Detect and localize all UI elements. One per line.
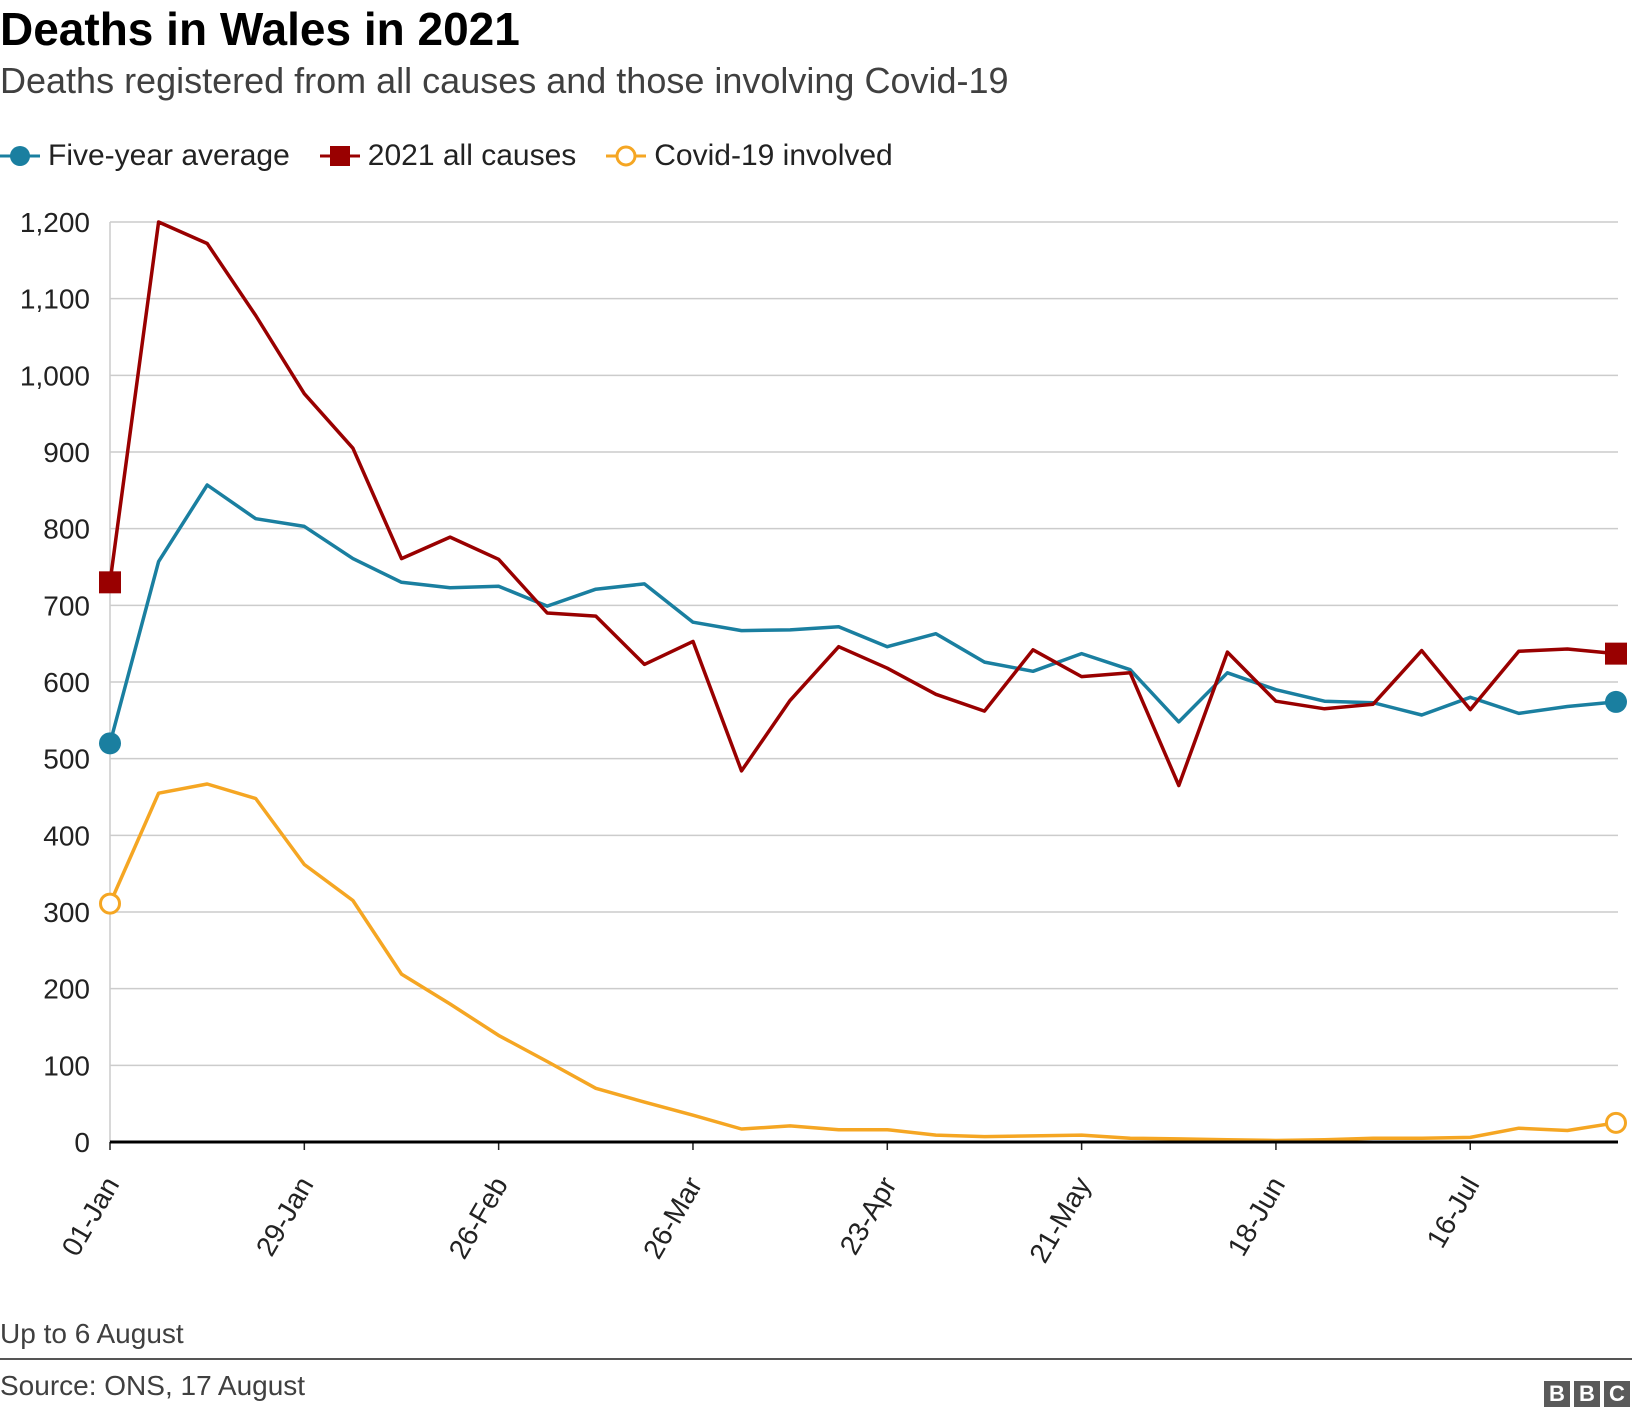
y-tick-label: 100 (43, 1050, 90, 1081)
y-tick-label: 300 (43, 897, 90, 928)
series-line-2 (108, 782, 1618, 1143)
series-marker-2 (99, 892, 121, 915)
bbc-logo: B B C (1544, 1381, 1630, 1407)
source-text: Source: ONS, 17 August (0, 1370, 306, 1401)
y-tick-label: 1,100 (20, 284, 90, 315)
legend: Five-year average 2021 all causes Covid-… (0, 136, 923, 176)
line-chart: 0 100 200 300 400 500 600 700 800 900 1,000 1,100 1,… (20, 207, 1627, 1268)
y-tick-label: 700 (43, 590, 90, 621)
legend-marker-circle-open (606, 145, 647, 167)
chart-title: Deaths in Wales in 2021 (0, 3, 520, 55)
x-tick-label: 26-Mar (637, 1172, 708, 1264)
y-tick-label: 500 (43, 744, 90, 775)
series-line-1 (108, 220, 1618, 788)
x-tick-label: 18-Jun (1221, 1172, 1291, 1262)
chart-subtitle: Deaths registered from all causes and th… (0, 60, 1009, 101)
bbc-logo-letter: B (1544, 1381, 1570, 1407)
bbc-logo-letter: B (1574, 1381, 1600, 1407)
y-tick-label: 900 (43, 437, 90, 468)
x-tick-label: 21-May (1023, 1172, 1097, 1268)
legend-label: Covid-19 involved (654, 139, 893, 172)
series-marker-0 (99, 732, 121, 755)
legend-open-circle (615, 145, 637, 167)
footer-divider (0, 1358, 1632, 1360)
y-tick-label: 200 (43, 974, 90, 1005)
legend-marker-square (319, 146, 360, 166)
series-line-0 (108, 483, 1618, 746)
legend-square (329, 146, 350, 166)
y-tick-label: 400 (43, 820, 90, 851)
y-tick-label: 800 (43, 514, 90, 545)
footnote: Up to 6 August (0, 1318, 184, 1349)
series-marker-2 (1605, 1111, 1627, 1134)
x-tick-label: 16-Jul (1420, 1172, 1485, 1254)
legend-label: 2021 all causes (367, 139, 577, 172)
y-tick-label: 1,000 (20, 360, 90, 391)
x-tick-label: 23-Apr (834, 1172, 903, 1260)
series-marker-0 (1605, 690, 1627, 713)
x-tick-label: 26-Feb (443, 1172, 514, 1264)
legend-item-covid-19-involved: Covid-19 involved (606, 139, 893, 173)
x-tick-label: 01-Jan (56, 1172, 126, 1262)
legend-label: Five-year average (48, 139, 290, 172)
legend-marker-circle-filled (0, 146, 40, 166)
y-tick-label: 1,200 (20, 207, 90, 238)
legend-circle (10, 146, 30, 166)
legend-item-2021-all-causes: 2021 all causes (319, 139, 577, 173)
legend-item-five-year-average: Five-year average (0, 139, 290, 173)
series-marker-1 (1605, 642, 1627, 665)
bbc-logo-letter: C (1604, 1381, 1630, 1407)
series-marker-1 (99, 571, 121, 594)
x-tick-label: 29-Jan (250, 1172, 320, 1262)
y-tick-label: 600 (43, 667, 90, 698)
y-tick-label: 0 (74, 1127, 90, 1158)
